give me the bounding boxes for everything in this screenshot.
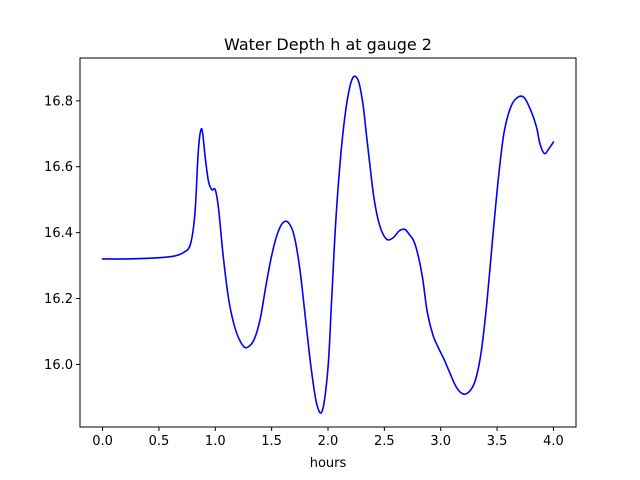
x-tick-label: 2.5 [374, 434, 395, 449]
x-tick-label: 3.0 [430, 434, 451, 449]
x-axis-label: hours [310, 456, 347, 471]
y-tick-label: 16.8 [44, 94, 73, 109]
x-tick-label: 1.0 [205, 434, 226, 449]
x-axis: 0.0 0.5 1.0 1.5 2.0 2.5 3.0 3.5 4.0 [92, 427, 564, 449]
plot-area [101, 75, 555, 414]
y-axis: 16.0 16.2 16.4 16.6 16.8 [44, 94, 80, 373]
y-tick-label: 16.0 [44, 358, 73, 373]
y-tick-label: 16.4 [44, 226, 73, 241]
x-tick-label: 0.0 [92, 434, 113, 449]
y-tick-label: 16.6 [44, 160, 73, 175]
x-tick-label: 4.0 [543, 434, 564, 449]
x-tick-label: 0.5 [149, 434, 170, 449]
series-line [101, 75, 555, 414]
chart-title: Water Depth h at gauge 2 [224, 35, 432, 54]
axes-frame [79, 57, 577, 428]
x-tick-label: 1.5 [261, 434, 282, 449]
x-tick-label: 2.0 [318, 434, 339, 449]
y-tick-label: 16.2 [44, 292, 73, 307]
x-tick-label: 3.5 [487, 434, 508, 449]
